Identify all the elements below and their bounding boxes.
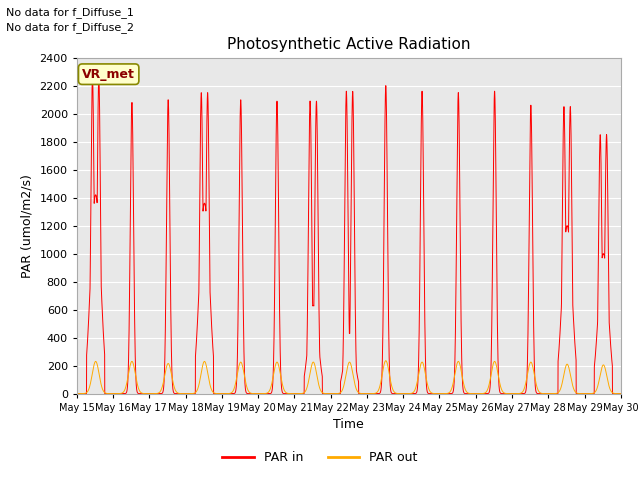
PAR out [527, 360, 534, 365]
Text: No data for f_Diffuse_1: No data for f_Diffuse_1 [6, 7, 134, 18]
PAR out [420, 363, 428, 369]
PAR in [389, 391, 397, 396]
Text: VR_met: VR_met [82, 68, 135, 81]
PAR in [555, 348, 563, 354]
PAR in [420, 220, 428, 226]
PAR out [555, 389, 563, 395]
Y-axis label: PAR (umol/m2/s): PAR (umol/m2/s) [21, 174, 34, 277]
Legend: PAR in, PAR out: PAR in, PAR out [218, 446, 422, 469]
PAR out [389, 386, 397, 392]
PAR in [527, 116, 534, 121]
Line: PAR in: PAR in [77, 77, 640, 394]
Text: No data for f_Diffuse_2: No data for f_Diffuse_2 [6, 22, 134, 33]
PAR in [193, 324, 201, 330]
PAR in [95, 74, 102, 80]
PAR out [193, 387, 201, 393]
PAR in [73, 391, 81, 396]
Line: PAR out: PAR out [77, 360, 640, 394]
PAR in [570, 323, 578, 328]
PAR out [73, 391, 81, 396]
X-axis label: Time: Time [333, 418, 364, 431]
PAR out [382, 358, 390, 363]
Title: Photosynthetic Active Radiation: Photosynthetic Active Radiation [227, 37, 470, 52]
PAR out [570, 386, 578, 392]
